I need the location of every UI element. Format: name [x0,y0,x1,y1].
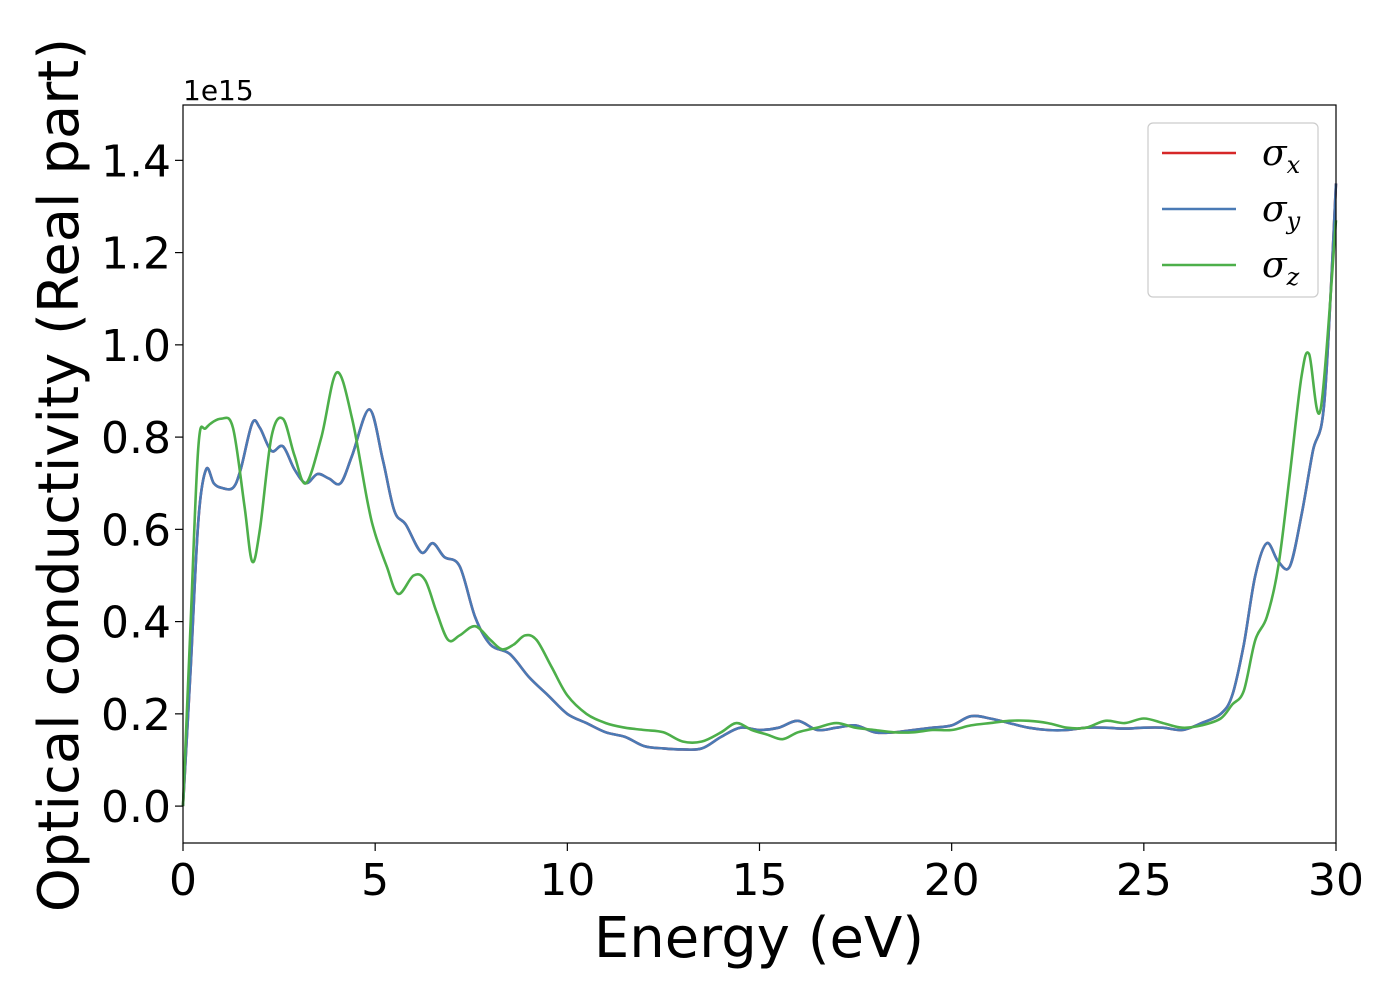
y-tick-label: 0.0 [101,782,171,833]
series-layer [181,183,1338,807]
y-tick-label: 1.4 [101,136,171,187]
x-tick-label: 0 [169,855,197,906]
y-tick-label: 0.8 [101,413,171,464]
y-tick-label: 0.2 [101,690,171,741]
y-tick-label: 0.4 [101,598,171,649]
legend-label-sigma-z: σz [1262,245,1300,291]
x-tick-label: 20 [924,855,980,906]
series-line-sigma-z [181,220,1338,807]
y-offset-label: 1e15 [183,74,254,107]
x-axis-ticks: 0 5 10 15 20 25 30 [169,843,1364,906]
series-line-sigma-y [181,183,1338,807]
legend: σx σy σz [1147,122,1319,298]
x-tick-label: 25 [1116,855,1172,906]
y-axis-label: Optical conductivity (Real part) [27,38,92,912]
x-tick-label: 10 [539,855,595,906]
plot-area [183,105,1336,843]
y-axis-ticks: 0.0 0.2 0.4 0.6 0.8 1.0 1.2 1.4 [101,136,183,833]
y-tick-label: 1.0 [101,321,171,372]
x-tick-label: 30 [1308,855,1364,906]
legend-label-sigma-x: σx [1262,133,1301,179]
legend-label-sigma-y: σy [1262,189,1301,235]
x-axis-label: Energy (eV) [594,906,924,971]
x-tick-label: 15 [732,855,788,906]
y-tick-label: 0.6 [101,505,171,556]
y-tick-label: 1.2 [101,229,171,280]
x-tick-label: 5 [361,855,389,906]
